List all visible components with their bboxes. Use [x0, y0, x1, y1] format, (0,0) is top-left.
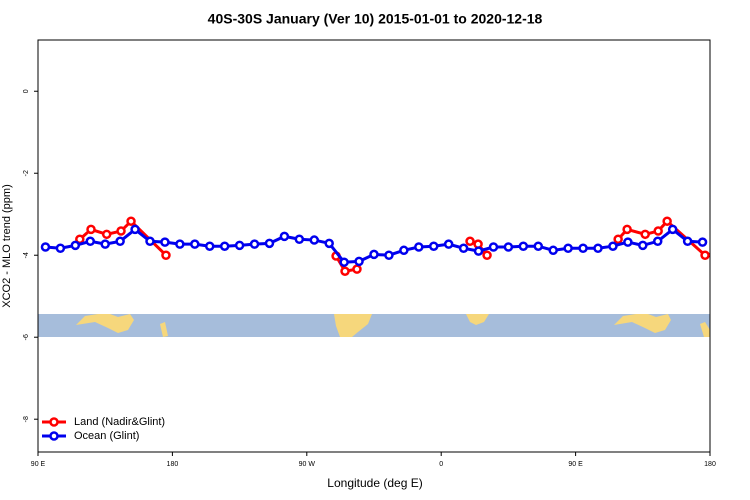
data-point	[40, 242, 51, 252]
data-point	[161, 250, 171, 260]
map-strip	[38, 314, 710, 337]
x-tick-label: 0	[439, 461, 443, 468]
data-point	[339, 257, 349, 267]
data-point	[101, 229, 112, 240]
land-shape	[466, 314, 489, 325]
data-point	[623, 237, 633, 247]
data-point	[85, 236, 96, 247]
data-point	[369, 249, 379, 260]
data-point	[473, 246, 484, 256]
data-point	[204, 241, 215, 251]
chart-title: 40S-30S January (Ver 10) 2015-01-01 to 2…	[208, 11, 543, 27]
x-tick-label: 180	[167, 461, 179, 468]
data-point	[662, 216, 672, 226]
data-point	[682, 236, 693, 247]
legend: Land (Nadir&Glint) Ocean (Glint)	[42, 416, 165, 442]
plot-frame	[37, 39, 711, 453]
data-point	[578, 243, 588, 254]
data-point	[652, 236, 663, 247]
data-point	[482, 250, 492, 260]
data-point	[458, 243, 469, 254]
ocean-band	[38, 314, 710, 337]
data-point	[563, 243, 573, 254]
land-shape	[614, 314, 671, 333]
data-point	[518, 241, 529, 251]
data-point	[116, 226, 126, 236]
data-point	[354, 256, 364, 267]
land-shape	[700, 322, 710, 337]
data-point	[428, 241, 439, 251]
y-tick-label: -4	[23, 252, 30, 258]
data-point	[503, 242, 514, 252]
data-point	[126, 216, 136, 226]
x-tick-label: 90 E	[568, 461, 583, 468]
x-axis-label: Longitude (deg E)	[327, 476, 422, 490]
x-tick-label: 90 E	[31, 461, 46, 468]
data-point	[70, 240, 81, 251]
data-point	[100, 239, 110, 249]
data-point	[324, 238, 334, 249]
data-point	[294, 234, 305, 244]
data-point	[234, 240, 245, 251]
data-point	[548, 245, 558, 256]
data-point	[352, 264, 362, 274]
data-point	[653, 226, 663, 236]
data-point	[309, 235, 320, 245]
data-point	[593, 243, 603, 254]
data-point	[264, 238, 275, 249]
y-tick-label: 0	[23, 89, 30, 93]
data-point	[86, 224, 96, 235]
x-tick-label: 90 W	[299, 461, 316, 468]
land-shape	[76, 314, 134, 333]
data-point	[640, 229, 650, 240]
x-tick-label: 180	[704, 461, 716, 468]
land-shape	[334, 314, 372, 337]
data-point	[55, 243, 66, 254]
data-point	[667, 224, 678, 235]
legend-marker	[49, 431, 59, 441]
data-point	[608, 241, 618, 251]
legend-label: Ocean (Glint)	[74, 430, 139, 442]
y-tick-label: -2	[23, 170, 30, 176]
data-point	[384, 250, 394, 260]
legend-label: Land (Nadir&Glint)	[74, 416, 165, 428]
data-point	[219, 241, 230, 251]
data-point	[160, 237, 170, 247]
data-point	[488, 242, 499, 252]
data-point	[622, 224, 632, 235]
data-point	[443, 239, 454, 249]
y-axis-label: XCO2 - MLO trend (ppm)	[1, 184, 13, 307]
legend-marker	[49, 417, 59, 427]
land-shape	[160, 322, 168, 337]
data-point	[145, 236, 155, 247]
data-point	[533, 241, 544, 251]
y-tick-label: -8	[23, 416, 30, 422]
y-tick-label: -6	[23, 334, 30, 340]
data-point	[190, 239, 200, 249]
data-point	[340, 266, 350, 276]
data-point	[130, 224, 140, 235]
data-point	[399, 245, 409, 256]
data-point	[638, 240, 648, 251]
data-point	[115, 236, 125, 247]
data-point	[279, 231, 290, 242]
data-point	[175, 239, 185, 249]
data-point	[613, 234, 623, 244]
data-point	[249, 239, 260, 249]
data-point	[700, 250, 710, 260]
data-point	[697, 237, 708, 247]
data-point	[465, 236, 475, 247]
data-point	[414, 242, 424, 252]
